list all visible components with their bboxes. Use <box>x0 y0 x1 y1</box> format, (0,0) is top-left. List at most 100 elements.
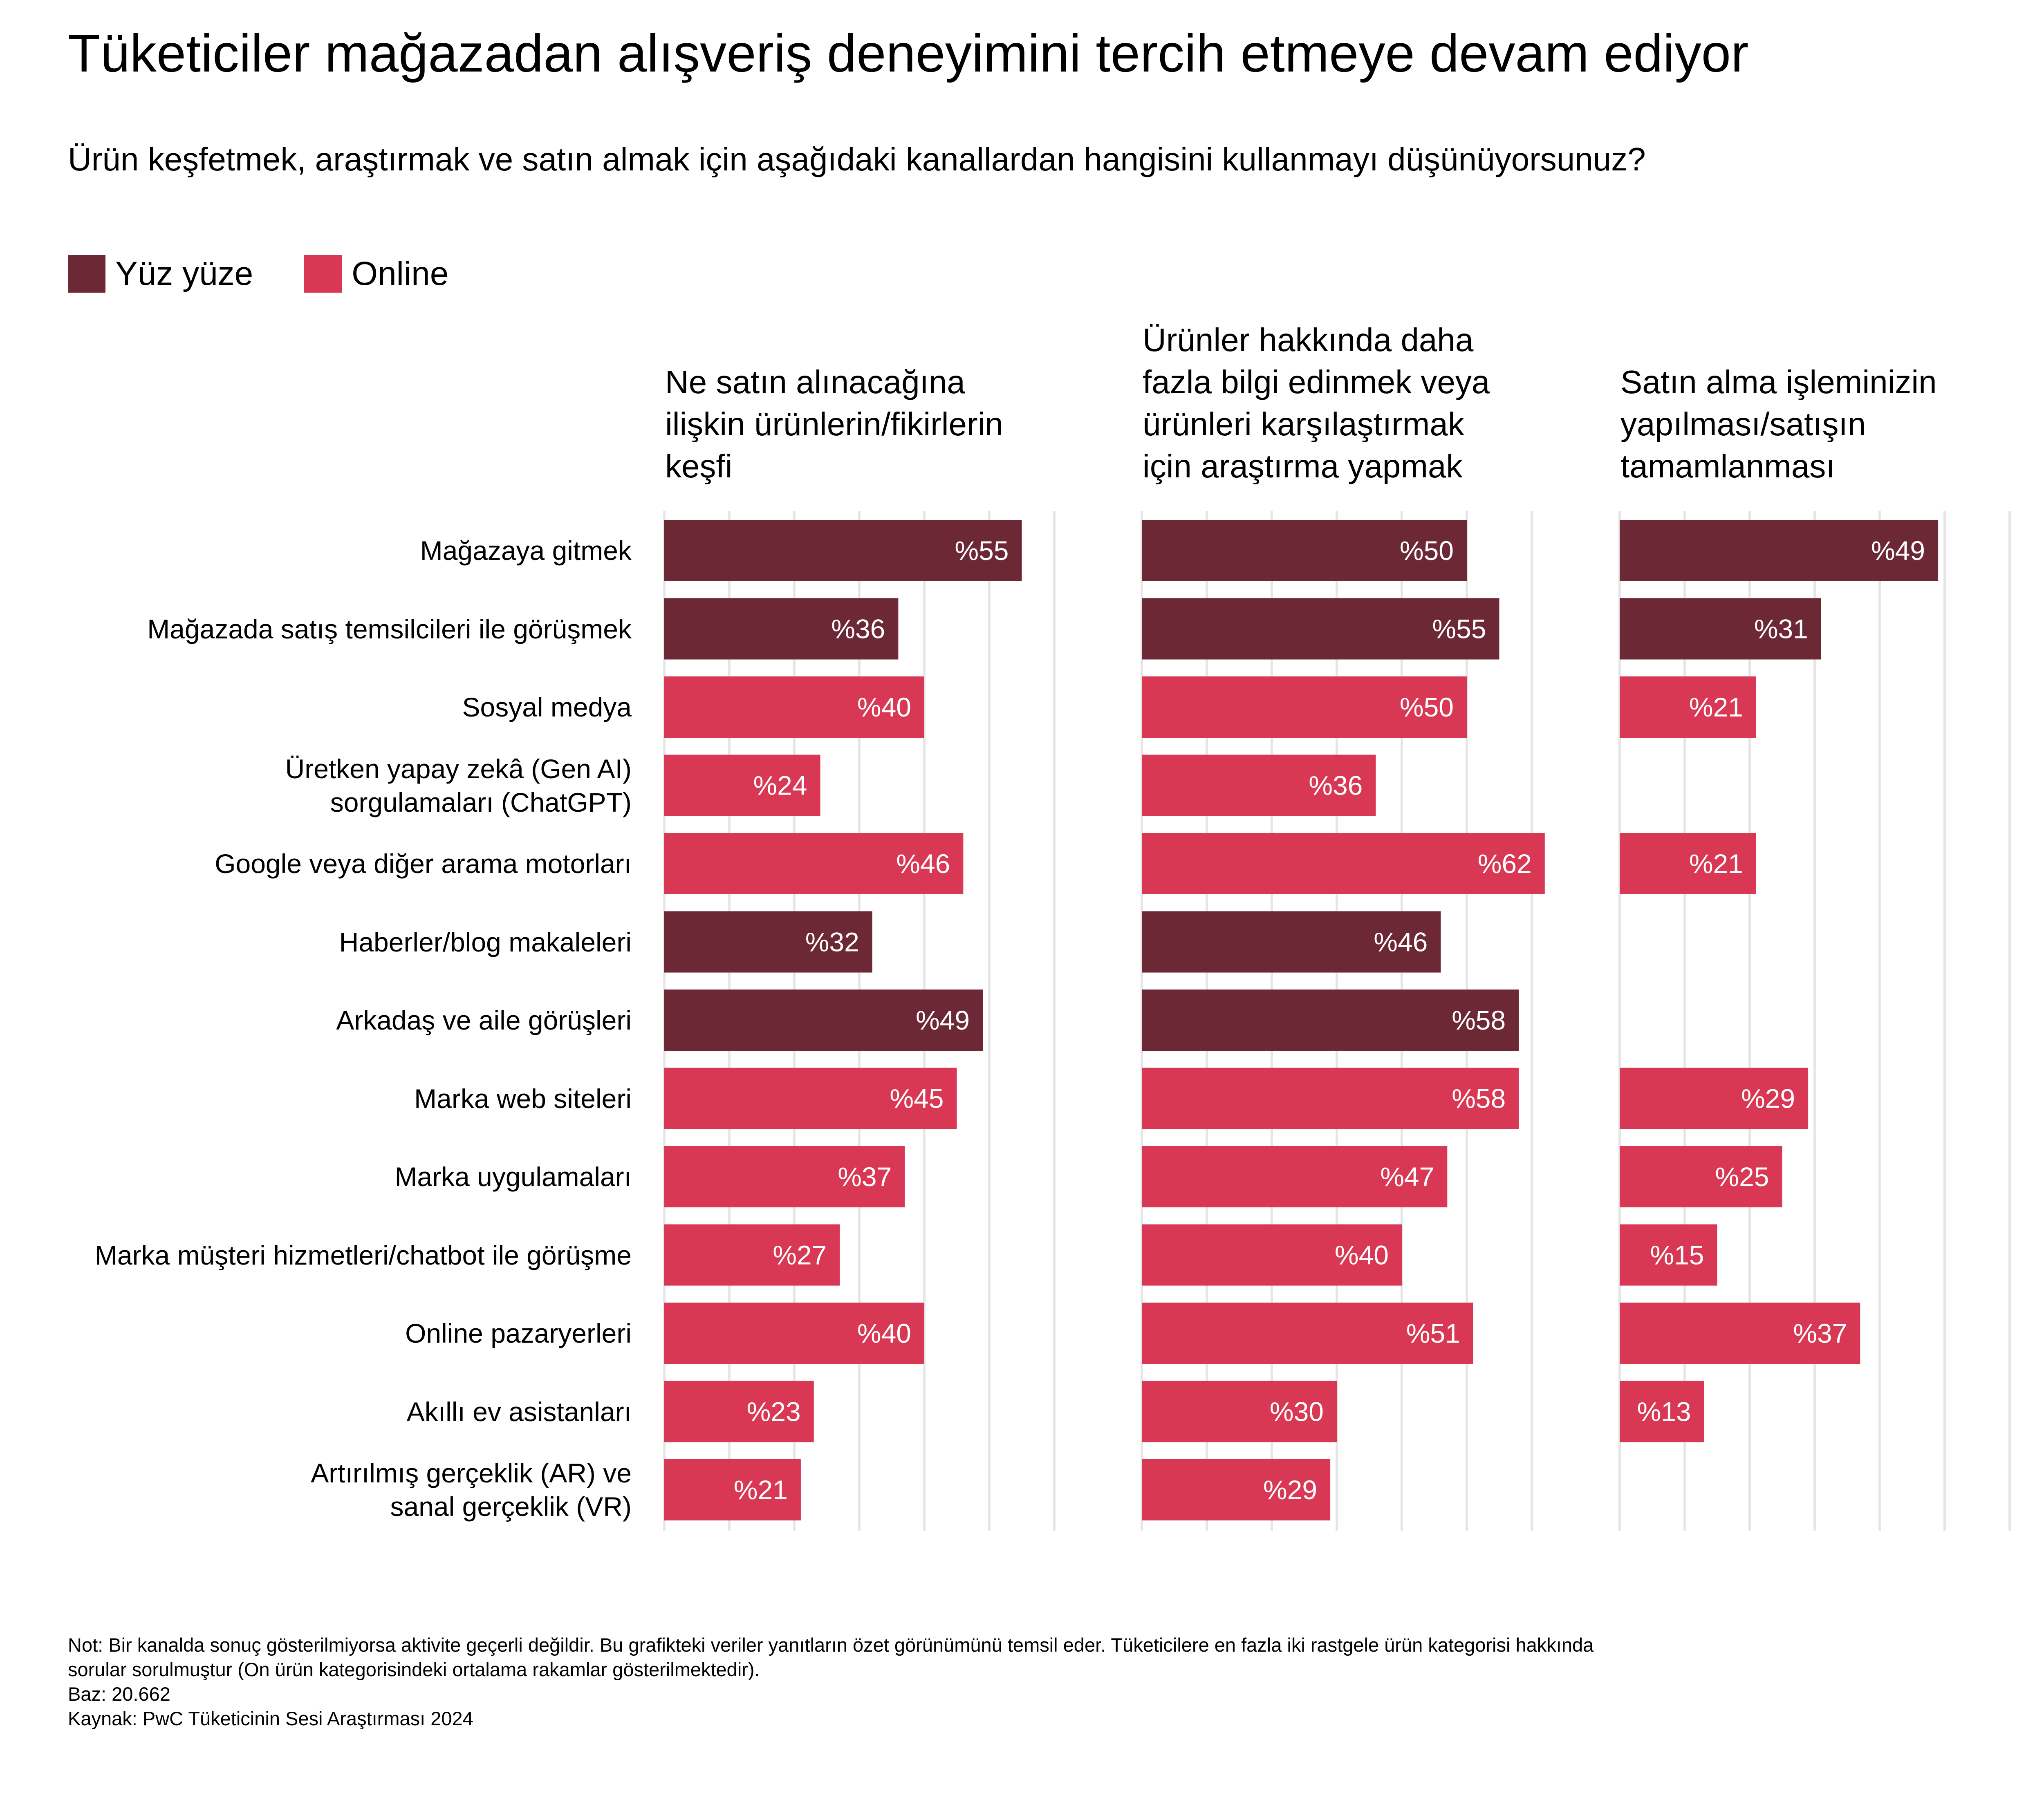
bar <box>664 754 820 816</box>
legend: Yüz yüze Online <box>68 251 500 296</box>
bar <box>664 1303 924 1364</box>
data-label: %58 <box>1452 1005 1506 1035</box>
data-label: %36 <box>831 614 885 644</box>
data-label: %55 <box>955 535 1009 566</box>
legend-item-yuz-yuze: Yüz yüze <box>68 253 253 294</box>
category-label: Mağazaya gitmek <box>420 535 632 566</box>
data-label: %21 <box>1689 849 1743 879</box>
bar <box>1620 1381 1704 1442</box>
bar <box>1620 676 1756 738</box>
chart-title: Tüketiciler mağazadan alışveriş deneyimi… <box>68 23 1749 83</box>
bar <box>664 1224 840 1286</box>
bar <box>1142 1224 1402 1286</box>
data-label: %55 <box>1432 614 1486 644</box>
legend-swatch-yuz-yuze <box>68 255 105 293</box>
category-label: Haberler/blog makaleleri <box>339 927 632 957</box>
data-label: %36 <box>1309 770 1363 801</box>
data-label: %13 <box>1637 1397 1691 1427</box>
bar <box>1142 598 1499 660</box>
footer-base: Baz: 20.662 <box>68 1683 170 1705</box>
category-label: Online pazaryerleri <box>405 1318 632 1348</box>
data-label: %58 <box>1452 1084 1506 1114</box>
data-label: %32 <box>805 927 859 957</box>
bar <box>1620 1224 1717 1286</box>
bar <box>664 1381 814 1442</box>
bar <box>1620 1146 1782 1207</box>
data-label: %40 <box>857 692 911 722</box>
data-label: %15 <box>1650 1240 1704 1270</box>
bar <box>1142 1146 1448 1207</box>
data-label: %40 <box>857 1318 911 1348</box>
bar <box>1142 676 1467 738</box>
bar <box>1620 833 1756 894</box>
bar <box>1620 598 1821 660</box>
bar <box>1142 1303 1473 1364</box>
bar <box>1142 911 1441 973</box>
category-label: Arkadaş ve aile görüşleri <box>336 1005 632 1035</box>
data-label: %37 <box>838 1162 892 1192</box>
data-label: %46 <box>896 849 950 879</box>
footer-notes: Not: Bir kanalda sonuç gösterilmiyorsa a… <box>68 1633 1989 1731</box>
data-label: %25 <box>1715 1162 1769 1192</box>
data-label: %50 <box>1400 692 1454 722</box>
data-label: %30 <box>1270 1397 1324 1427</box>
data-label: %47 <box>1380 1162 1434 1192</box>
data-label: %27 <box>773 1240 827 1270</box>
bar <box>1142 1068 1519 1129</box>
legend-label-online: Online <box>352 255 449 292</box>
category-label: Marka müşteri hizmetleri/chatbot ile gör… <box>94 1240 632 1270</box>
data-label: %51 <box>1406 1318 1460 1348</box>
legend-item-online: Online <box>304 253 448 294</box>
bar <box>664 990 983 1051</box>
footer-note-line2: sorular sorulmuştur (On ürün kategorisin… <box>68 1659 760 1680</box>
bar <box>664 833 964 894</box>
bar <box>1142 833 1545 894</box>
bar <box>1142 754 1376 816</box>
bar <box>1620 1303 1860 1364</box>
data-label: %29 <box>1263 1475 1317 1505</box>
bar <box>1620 1068 1809 1129</box>
category-label: Marka web siteleri <box>414 1083 632 1114</box>
bar <box>664 520 1022 581</box>
data-label: %46 <box>1374 927 1428 957</box>
bar <box>1142 520 1467 581</box>
bar <box>664 1068 957 1129</box>
bar <box>664 1459 801 1520</box>
panel-title: Ne satın alınacağına ilişkin ürünlerin/fi… <box>665 364 1003 484</box>
bar <box>664 1146 905 1207</box>
bar <box>1620 520 1939 581</box>
bar <box>664 676 924 738</box>
category-label: Mağazada satış temsilcileri ile görüşmek <box>147 613 632 644</box>
panel-title: Ürünler hakkında daha fazla bilgi edinmek… <box>1143 322 1490 484</box>
category-label: Marka uygulamaları <box>394 1162 632 1192</box>
data-label: %31 <box>1754 614 1808 644</box>
value-labels: %55 %36 %40 %24 %46 %32 %49 %45 %37 %27 %40 %23 %21%… <box>734 535 1925 1505</box>
data-label: %29 <box>1741 1084 1795 1114</box>
data-label: %62 <box>1478 849 1532 879</box>
data-label: %45 <box>890 1084 944 1114</box>
data-label: %23 <box>747 1397 801 1427</box>
data-label: %40 <box>1335 1240 1389 1270</box>
category-label: Sosyal medya <box>462 692 632 722</box>
bars <box>664 520 1939 1520</box>
legend-label-yuz-yuze: Yüz yüze <box>115 255 253 292</box>
data-label: %49 <box>916 1005 970 1035</box>
bar-chart: %55 %36 %40 %24 %46 %32 %49 %45 %37 %27 %40 %23 %21%… <box>663 511 2011 1531</box>
bar <box>1142 990 1519 1051</box>
data-label: %37 <box>1793 1318 1847 1348</box>
category-label: Üretken yapay zekâ (Gen AI) sorgulamaları… <box>285 753 632 817</box>
data-label: %49 <box>1871 535 1925 566</box>
data-label: %21 <box>734 1475 788 1505</box>
data-label: %50 <box>1400 535 1454 566</box>
footer-note-line1: Not: Bir kanalda sonuç gösterilmiyorsa a… <box>68 1634 1594 1656</box>
bar <box>664 911 872 973</box>
legend-swatch-online <box>304 255 342 293</box>
category-label: Akıllı ev asistanları <box>406 1396 632 1427</box>
category-label: Google veya diğer arama motorları <box>215 849 632 879</box>
category-label: Artırılmış gerçeklik (AR) ve sanal gerçek… <box>311 1458 632 1522</box>
data-label: %21 <box>1689 692 1743 722</box>
bar <box>1142 1459 1331 1520</box>
footer-source: Kaynak: PwC Tüketicinin Sesi Araştırması… <box>68 1708 473 1729</box>
panel-title: Satın alma işleminizin yapılması/satışın t… <box>1620 364 1937 484</box>
data-label: %24 <box>753 770 807 801</box>
